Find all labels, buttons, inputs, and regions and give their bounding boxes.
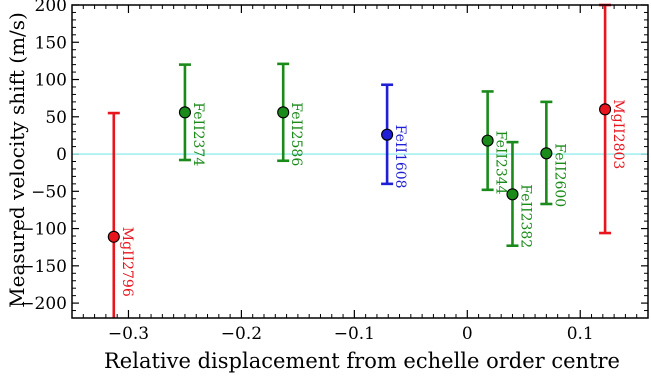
data-point-label: FeII1608 [392, 125, 408, 189]
plot-frame [71, 4, 649, 319]
data-point-label: MgII2803 [610, 99, 626, 169]
data-point-marker [506, 188, 519, 201]
data-point-group: FeII2374 [178, 63, 206, 166]
data-point-group: FeII2600 [540, 100, 567, 207]
data-point-label: FeII2374 [190, 102, 206, 166]
data-point-label: FeII2600 [551, 143, 567, 207]
y-tick-label: 100 [35, 71, 67, 91]
x-tick-label: 0 [462, 324, 473, 344]
x-tick-label: −0.3 [108, 324, 149, 344]
y-tick-label: −100 [20, 220, 67, 240]
y-tick-label: −150 [20, 257, 67, 277]
data-point-label: FeII2344 [493, 131, 509, 195]
data-point-label: FeII2382 [517, 184, 533, 248]
y-tick-label: −50 [31, 182, 67, 202]
data-point-group: MgII2803 [599, 3, 626, 235]
data-point-marker [599, 103, 612, 116]
y-tick-label: 200 [35, 0, 67, 16]
y-tick-label: −200 [20, 294, 67, 314]
data-point-marker [540, 147, 553, 160]
x-axis-label: Relative displacement from echelle order… [104, 349, 620, 373]
x-tick-label: −0.2 [221, 324, 262, 344]
y-tick-label: 150 [35, 33, 67, 53]
data-point-marker [178, 106, 191, 119]
data-point-group: MgII2796 [107, 111, 135, 318]
y-axis-label: Measured velocity shift (m/s) [5, 12, 29, 308]
data-point-marker [381, 128, 394, 141]
data-point-marker [277, 106, 290, 119]
y-axis-ticks: −200 −150 −100 −50 0 50 100 150 200 [20, 0, 648, 314]
y-tick-label: 50 [45, 108, 67, 128]
data-point-label: MgII2796 [119, 227, 135, 297]
data-point-marker [107, 230, 120, 243]
data-point-label: FeII2586 [288, 102, 304, 166]
data-point-group: FeII2586 [277, 62, 304, 166]
y-tick-label: 0 [56, 145, 67, 165]
data-point-marker [481, 134, 494, 147]
x-tick-label: 0.1 [567, 324, 594, 344]
data-points: MgII2796 FeII2374 FeII2586 FeII1608 FeII2344… [107, 3, 626, 318]
data-point-group: FeII1608 [381, 83, 408, 189]
data-point-group: FeII2382 [506, 140, 533, 248]
x-tick-label: −0.1 [334, 324, 375, 344]
data-point-group: FeII2344 [481, 90, 509, 195]
